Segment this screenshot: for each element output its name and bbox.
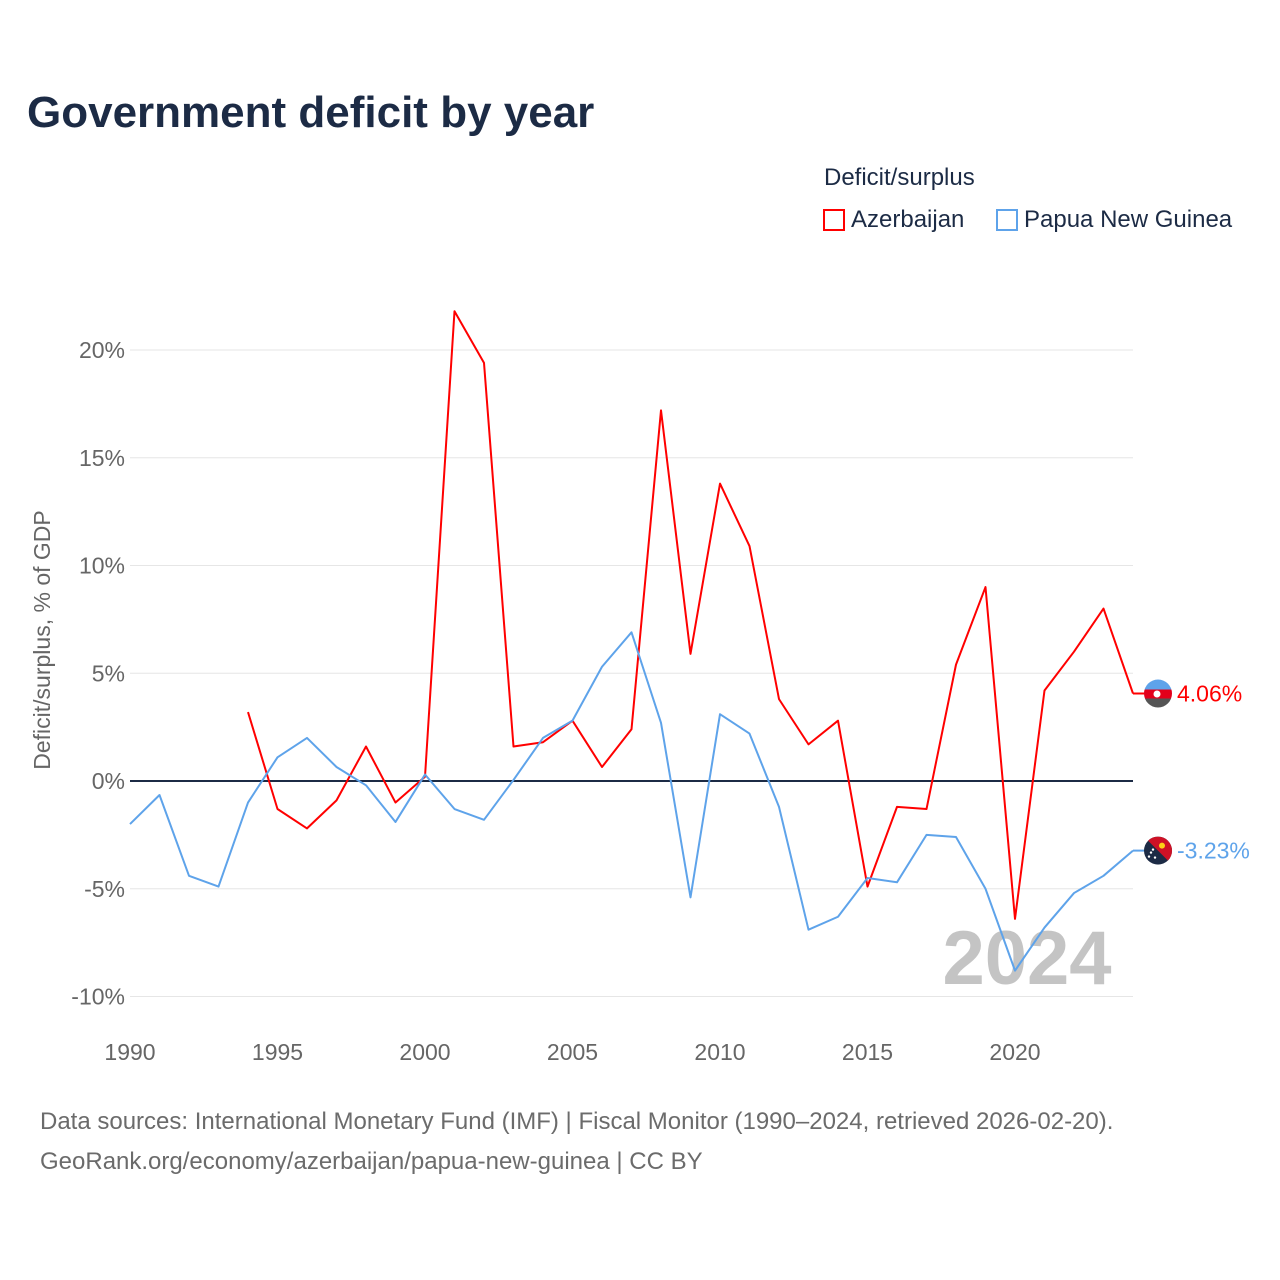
flag-stripe [1144,698,1172,708]
papua-new-guinea-flag-icon [1144,836,1172,865]
y-tick-label: -10% [71,984,125,1010]
legend-item-papua-new-guinea[interactable]: Papua New Guinea [996,206,1232,234]
y-tick-label: 20% [79,337,125,363]
flag-red-half [1144,836,1172,865]
y-tick-label: 10% [79,553,125,579]
x-tick-label: 2010 [694,1039,745,1065]
legend-title: Deficit/surplus [824,164,975,191]
flag-bird [1159,842,1165,849]
x-tick-label: 2000 [399,1039,450,1065]
flag-star [1153,856,1157,859]
y-axis-label: Deficit/surplus, % of GDP [29,510,55,769]
legend-swatch [823,209,845,231]
watermark-year: 2024 [942,916,1111,1001]
y-tick-label: 0% [92,768,125,794]
azerbaijan-flag-icon [1144,679,1172,708]
x-tick-label: 2005 [547,1039,598,1065]
end-value-label: 4.06% [1177,681,1242,707]
flag-star [1149,851,1153,854]
chart-title: Government deficit by year [27,88,595,137]
flag-crescent [1153,690,1161,698]
source-link[interactable]: GeoRank.org/economy/azerbaijan/papua-new… [40,1148,703,1175]
source-note: Data sources: International Monetary Fun… [40,1108,1114,1135]
series-line-papua-new-guinea [129,631,1134,972]
end-value-label: -3.23% [1177,838,1250,864]
x-tick-label: 1990 [104,1039,155,1065]
x-tick-label: 2020 [989,1039,1040,1065]
legend-label: Papua New Guinea [1024,206,1233,233]
legend-item-azerbaijan[interactable]: Azerbaijan [823,206,964,234]
y-tick-label: 15% [79,445,125,471]
x-tick-label: 1995 [252,1039,303,1065]
flag-star [1147,855,1151,858]
flag-stripe [1144,679,1172,690]
y-tick-label: -5% [84,876,125,902]
flag-star [1151,848,1155,851]
legend-swatch [996,209,1018,231]
legend-label: Azerbaijan [851,206,965,233]
series-line-azerbaijan [247,310,1134,920]
y-tick-label: 5% [92,660,125,686]
x-tick-label: 2015 [842,1039,893,1065]
